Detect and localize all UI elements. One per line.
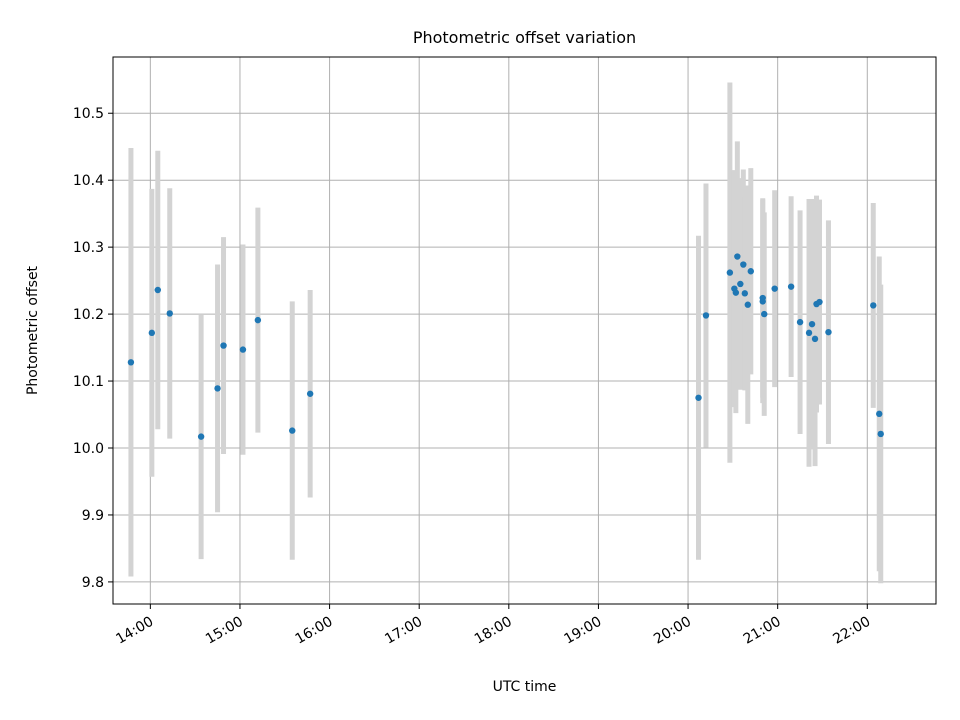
- y-tick-label: 9.9: [82, 508, 104, 524]
- data-point: [732, 289, 740, 296]
- data-point: [744, 301, 752, 308]
- data-point: [825, 328, 832, 336]
- data-point: [771, 285, 778, 292]
- y-tick-label: 10.5: [73, 106, 104, 122]
- data-point: [734, 253, 741, 260]
- data-point: [747, 268, 754, 275]
- data-point: [870, 302, 877, 309]
- data-point: [761, 310, 768, 318]
- data-point: [726, 269, 734, 276]
- data-points: [127, 253, 884, 440]
- data-point: [796, 318, 804, 326]
- data-point: [737, 280, 744, 288]
- data-point: [816, 298, 823, 306]
- data-point: [197, 433, 205, 440]
- data-point: [239, 346, 247, 353]
- y-tick-label: 10.4: [73, 173, 104, 189]
- data-point: [876, 410, 883, 418]
- y-tick-label: 9.8: [82, 575, 104, 591]
- data-point: [154, 286, 162, 294]
- data-point: [220, 342, 227, 349]
- x-axis-label: UTC time: [493, 679, 557, 695]
- data-point: [695, 394, 702, 401]
- y-tick-label: 10.1: [73, 374, 104, 390]
- y-tick-label: 10.2: [73, 307, 104, 323]
- data-point: [702, 312, 710, 319]
- data-point: [741, 290, 749, 297]
- y-tick-label: 10.0: [73, 441, 104, 457]
- data-point: [759, 294, 766, 302]
- chart-title: Photometric offset variation: [413, 28, 636, 47]
- data-point: [254, 316, 262, 324]
- data-point: [214, 385, 221, 392]
- data-point: [787, 283, 795, 290]
- y-axis-ticks: 9.8 9.9 10.0 10.1 10.2 10.3 10.4 10.5: [73, 106, 113, 591]
- plot-frame: [112, 56, 937, 605]
- data-point: [808, 320, 816, 328]
- data-point: [811, 335, 819, 343]
- data-point: [127, 359, 135, 366]
- data-point: [740, 261, 747, 268]
- data-point: [306, 390, 314, 397]
- data-point: [148, 329, 156, 337]
- y-tick-label: 10.3: [73, 240, 104, 256]
- data-point: [805, 329, 813, 337]
- data-point: [877, 430, 884, 438]
- y-axis-label: Photometric offset: [25, 265, 41, 395]
- grid: [113, 57, 936, 604]
- data-point: [289, 427, 296, 434]
- data-point: [166, 310, 173, 317]
